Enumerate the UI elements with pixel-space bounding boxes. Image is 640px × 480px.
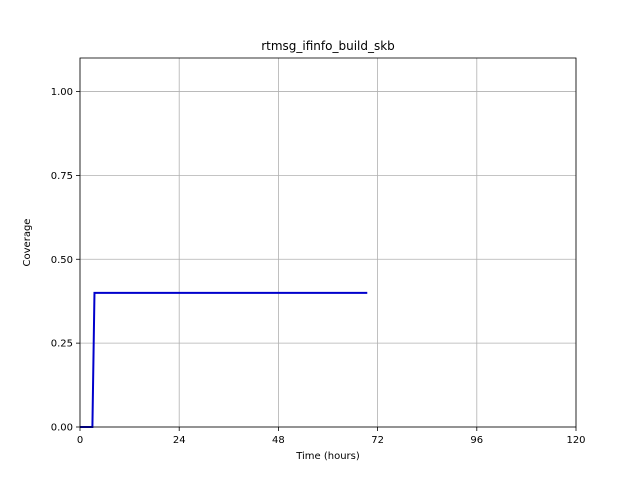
y-axis-label: Coverage (22, 219, 33, 267)
x-tick-label: 48 (272, 435, 285, 446)
x-axis-label: Time (hours) (295, 451, 360, 462)
axis-ticks: 0 24 48 72 96 120 0.00 0.25 0.50 0.75 1.00 (51, 87, 586, 446)
y-tick-label: 0.00 (51, 423, 73, 434)
x-tick-label: 120 (566, 435, 585, 446)
y-tick-label: 1.00 (51, 87, 73, 98)
x-tick-label: 96 (470, 435, 483, 446)
x-tick-label: 0 (77, 435, 83, 446)
y-tick-label: 0.50 (51, 255, 73, 266)
chart-title: rtmsg_ifinfo_build_skb (261, 39, 395, 53)
y-tick-label: 0.25 (51, 339, 73, 350)
y-tick-label: 0.75 (51, 171, 73, 182)
x-tick-label: 72 (371, 435, 384, 446)
plot-frame (79, 57, 577, 428)
x-tick-label: 24 (173, 435, 186, 446)
